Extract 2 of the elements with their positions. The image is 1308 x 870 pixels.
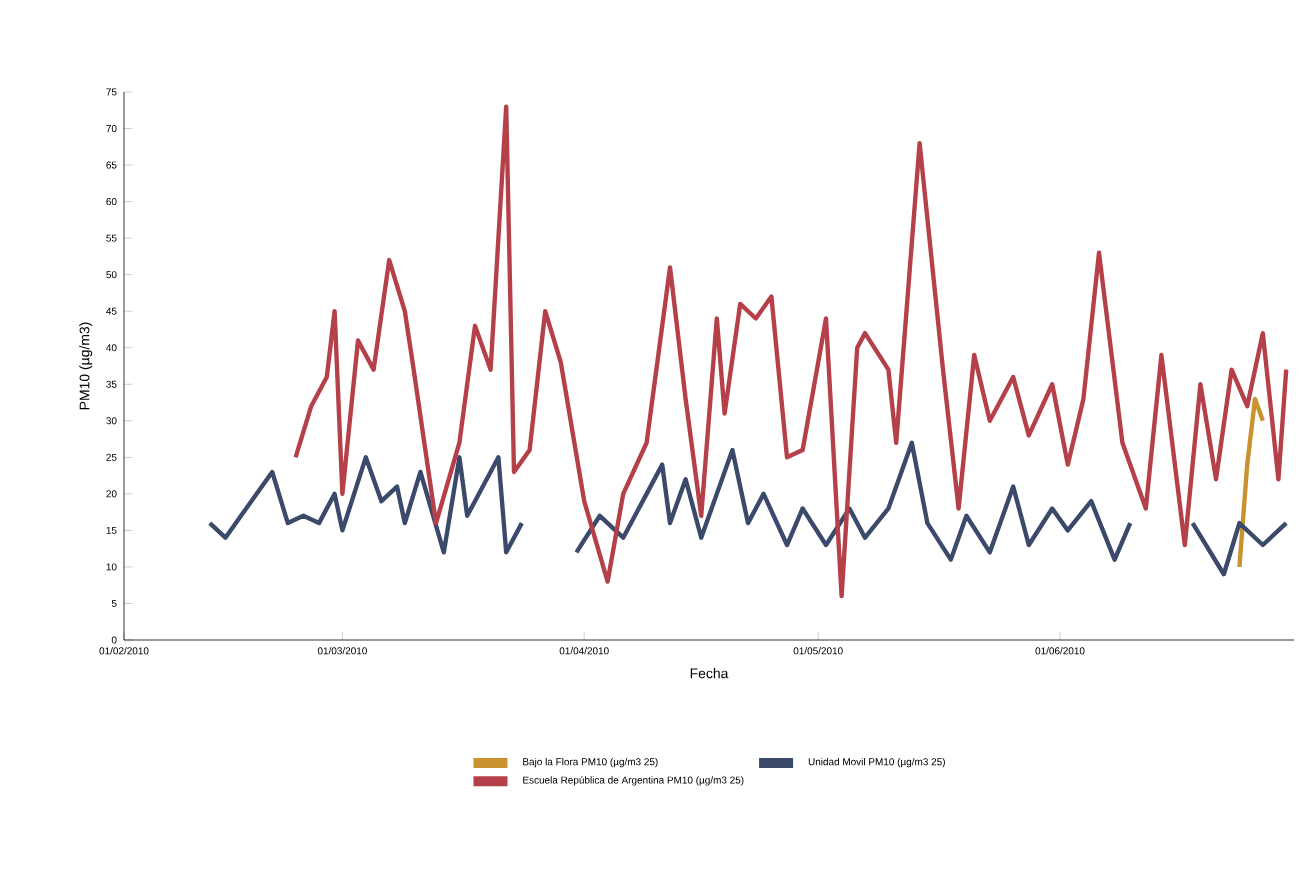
line-series: [1237, 396, 1265, 570]
line-series: [293, 104, 1289, 599]
